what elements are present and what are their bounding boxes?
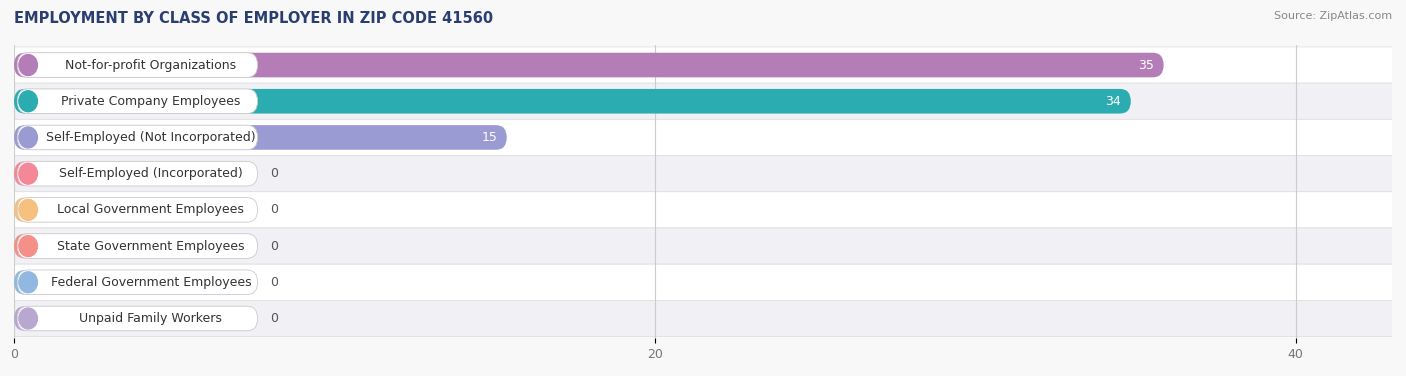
FancyBboxPatch shape [17,306,257,331]
FancyBboxPatch shape [17,53,257,77]
Text: 34: 34 [1105,95,1121,108]
FancyBboxPatch shape [0,47,1406,83]
Circle shape [18,91,38,112]
FancyBboxPatch shape [0,300,1406,337]
Text: 35: 35 [1137,59,1154,71]
FancyBboxPatch shape [17,89,257,114]
Text: 15: 15 [481,131,498,144]
FancyBboxPatch shape [14,270,254,294]
Text: Local Government Employees: Local Government Employees [58,203,245,216]
Circle shape [18,236,38,256]
FancyBboxPatch shape [14,161,254,186]
Text: State Government Employees: State Government Employees [58,240,245,253]
Text: Federal Government Employees: Federal Government Employees [51,276,252,289]
Text: 0: 0 [270,312,278,325]
Text: 0: 0 [270,240,278,253]
Text: Not-for-profit Organizations: Not-for-profit Organizations [65,59,236,71]
Text: Source: ZipAtlas.com: Source: ZipAtlas.com [1274,11,1392,21]
FancyBboxPatch shape [14,125,506,150]
FancyBboxPatch shape [0,119,1406,156]
FancyBboxPatch shape [14,234,254,258]
FancyBboxPatch shape [17,161,257,186]
FancyBboxPatch shape [14,53,1164,77]
Text: Self-Employed (Not Incorporated): Self-Employed (Not Incorporated) [46,131,256,144]
Circle shape [18,272,38,293]
FancyBboxPatch shape [17,125,257,150]
Circle shape [18,308,38,329]
FancyBboxPatch shape [17,234,257,258]
Text: 0: 0 [270,203,278,216]
Circle shape [18,163,38,184]
Text: Self-Employed (Incorporated): Self-Employed (Incorporated) [59,167,243,180]
Text: 0: 0 [270,276,278,289]
Text: EMPLOYMENT BY CLASS OF EMPLOYER IN ZIP CODE 41560: EMPLOYMENT BY CLASS OF EMPLOYER IN ZIP C… [14,11,494,26]
FancyBboxPatch shape [0,264,1406,300]
FancyBboxPatch shape [14,197,254,222]
Text: 0: 0 [270,167,278,180]
Text: Private Company Employees: Private Company Employees [62,95,240,108]
FancyBboxPatch shape [0,156,1406,192]
Text: Unpaid Family Workers: Unpaid Family Workers [80,312,222,325]
Circle shape [18,127,38,148]
FancyBboxPatch shape [17,197,257,222]
FancyBboxPatch shape [14,89,1130,114]
FancyBboxPatch shape [0,228,1406,264]
Circle shape [18,55,38,76]
FancyBboxPatch shape [0,83,1406,119]
FancyBboxPatch shape [0,192,1406,228]
Circle shape [18,199,38,220]
FancyBboxPatch shape [14,306,254,331]
FancyBboxPatch shape [17,270,257,294]
